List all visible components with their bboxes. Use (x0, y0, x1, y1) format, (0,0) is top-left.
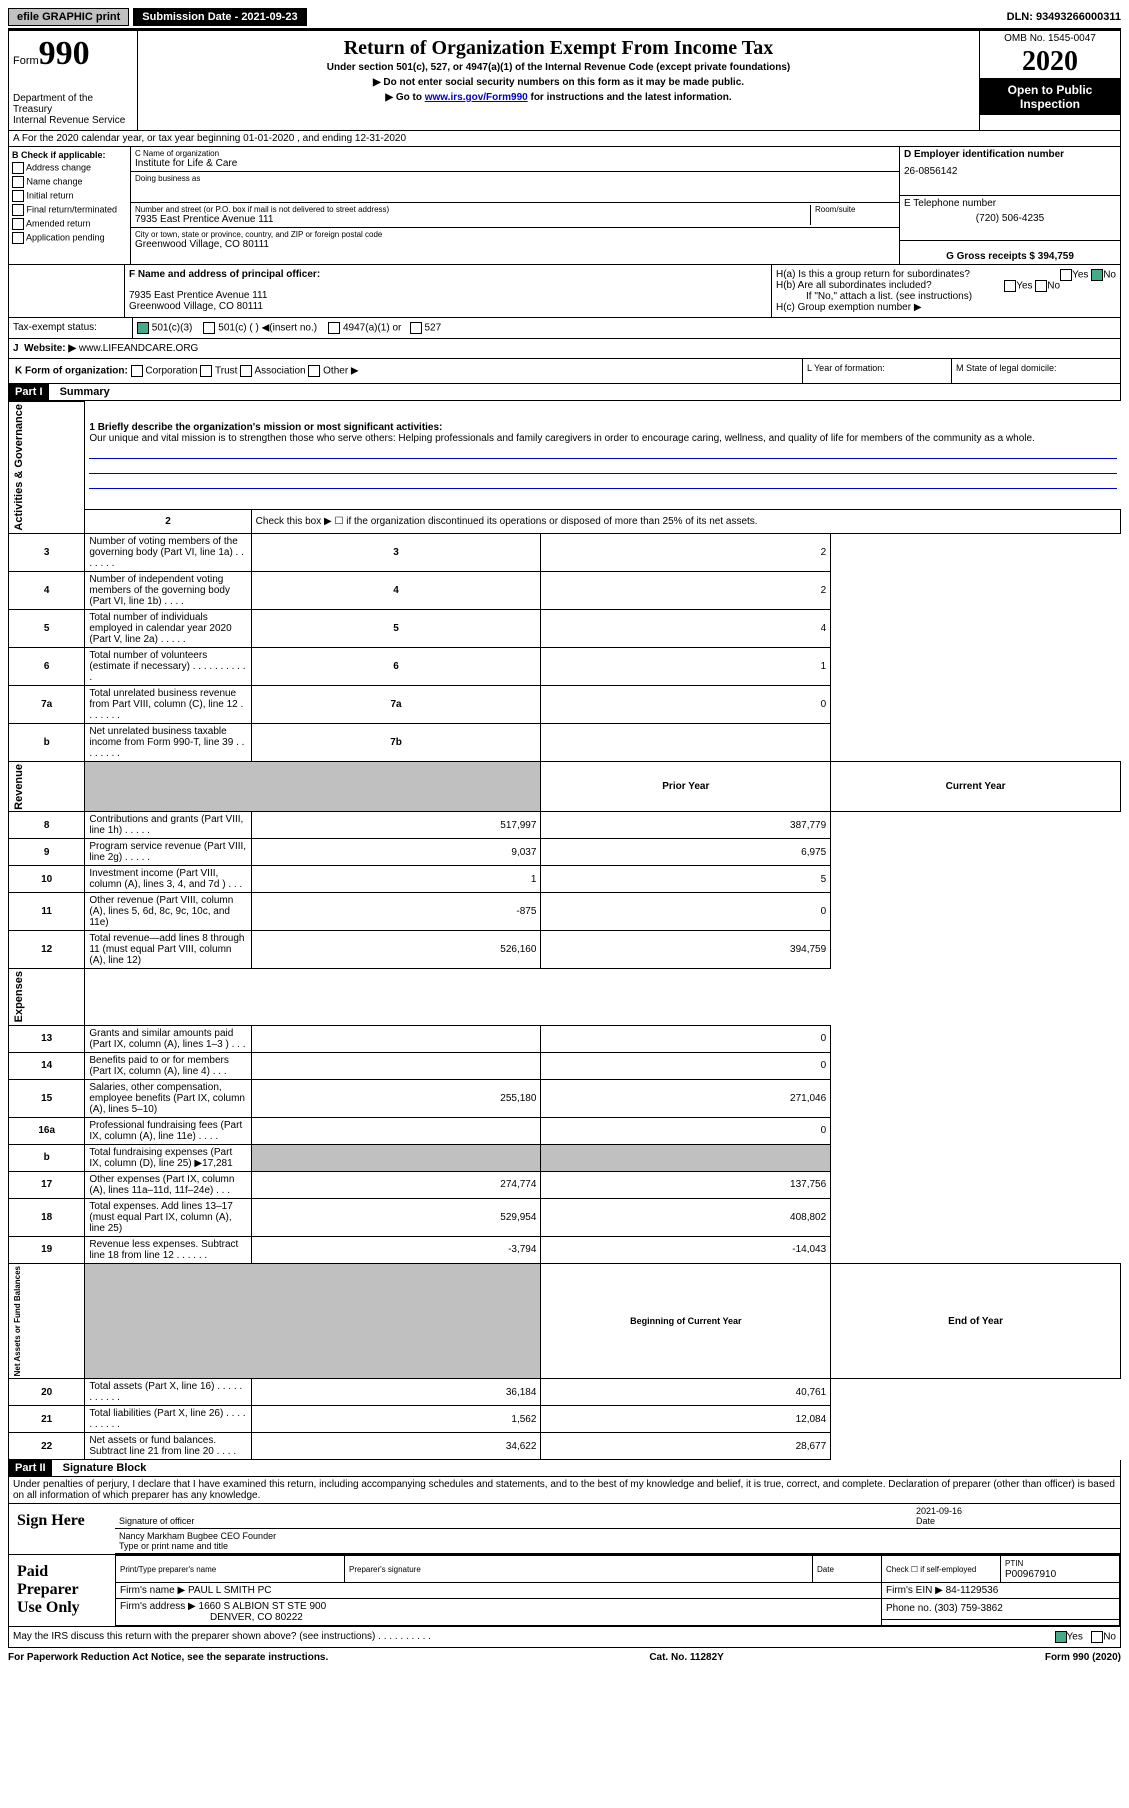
phone: (720) 506-4235 (904, 213, 1116, 224)
check-name: Name change (12, 176, 127, 188)
street-address: 7935 East Prentice Avenue 111 (135, 214, 810, 225)
city-label: City or town, state or province, country… (135, 230, 895, 239)
check-pending: Application pending (12, 232, 127, 244)
tax-year: 2020 (980, 46, 1120, 79)
declaration: Under penalties of perjury, I declare th… (8, 1477, 1121, 1504)
hc-label: H(c) Group exemption number ▶ (776, 302, 1116, 313)
room-label: Room/suite (815, 205, 895, 214)
efile-button[interactable]: efile GRAPHIC print (8, 8, 129, 26)
expenses-label: Expenses (13, 971, 25, 1022)
form-number: 990 (39, 35, 90, 72)
submission-date-button[interactable]: Submission Date - 2021-09-23 (133, 8, 306, 26)
d-label: D Employer identification number (904, 149, 1116, 160)
net-label: Net Assets or Fund Balances (13, 1266, 22, 1376)
page-footer: For Paperwork Reduction Act Notice, see … (8, 1648, 1121, 1663)
section-b: B Check if applicable: Address change Na… (9, 147, 131, 264)
officer-addr2: Greenwood Village, CO 80111 (129, 301, 767, 312)
part1-bar: Part I Summary (8, 384, 1121, 401)
klm-row: K Form of organization: Corporation Trus… (8, 359, 1121, 384)
website: www.LIFEANDCARE.ORG (79, 343, 198, 354)
g-receipts: G Gross receipts $ 394,759 (946, 251, 1074, 262)
top-bar: efile GRAPHIC print Submission Date - 20… (8, 8, 1121, 30)
l-label: L Year of formation: (802, 359, 951, 383)
entity-block: B Check if applicable: Address change Na… (8, 147, 1121, 265)
j-row: J Website: ▶ www.LIFEANDCARE.ORG (8, 339, 1121, 359)
subtitle-2: ▶ Do not enter social security numbers o… (142, 77, 975, 88)
hb-label: H(b) Are all subordinates included? (776, 280, 932, 291)
sign-here-label: Sign Here (9, 1504, 115, 1554)
ein: 26-0856142 (904, 166, 1116, 177)
mission-text: Our unique and vital mission is to stren… (89, 433, 1116, 444)
section-a: A For the 2020 calendar year, or tax yea… (8, 131, 1121, 147)
governance-label: Activities & Governance (13, 404, 25, 531)
form-label: Form (13, 55, 39, 67)
paperwork-notice: For Paperwork Reduction Act Notice, see … (8, 1652, 328, 1663)
form-header: Form990 Department of the Treasury Inter… (8, 30, 1121, 131)
c-name-label: C Name of organization (135, 149, 895, 158)
dept-label: Department of the Treasury (13, 93, 133, 115)
officer-addr1: 7935 East Prentice Avenue 111 (129, 290, 767, 301)
check-address: Address change (12, 162, 127, 174)
i-row: Tax-exempt status: 501(c)(3) 501(c) ( ) … (8, 318, 1121, 339)
i-label: Tax-exempt status: (9, 318, 133, 338)
city-state-zip: Greenwood Village, CO 80111 (135, 239, 895, 250)
subtitle-1: Under section 501(c), 527, or 4947(a)(1)… (142, 62, 975, 73)
check-amended: Amended return (12, 218, 127, 230)
firm-name: PAUL L SMITH PC (188, 1585, 272, 1596)
officer-name: Nancy Markham Bugbee CEO Founder (119, 1531, 276, 1541)
f-label: F Name and address of principal officer: (129, 269, 767, 280)
revenue-label: Revenue (13, 764, 25, 810)
sub3-pre: ▶ Go to (385, 92, 424, 103)
check-final: Final return/terminated (12, 204, 127, 216)
summary-table: Activities & Governance 1 Briefly descri… (8, 401, 1121, 1460)
discuss-row: May the IRS discuss this return with the… (8, 1627, 1121, 1648)
m-label: M State of legal domicile: (951, 359, 1120, 383)
dba-label: Doing business as (135, 174, 895, 183)
ha-label: H(a) Is this a group return for subordin… (776, 269, 970, 280)
part2-bar: Part II Signature Block (8, 1460, 1121, 1477)
fh-block: F Name and address of principal officer:… (8, 265, 1121, 318)
h-note: If "No," attach a list. (see instruction… (776, 291, 1116, 302)
form-title: Return of Organization Exempt From Incom… (144, 37, 973, 60)
addr-label: Number and street (or P.O. box if mail i… (135, 205, 810, 214)
signature-block: Sign Here Signature of officer 2021-09-1… (8, 1504, 1121, 1555)
preparer-block: Paid Preparer Use Only Print/Type prepar… (8, 1555, 1121, 1627)
e-label: E Telephone number (904, 198, 1116, 209)
paid-preparer-label: Paid Preparer Use Only (9, 1555, 115, 1626)
form-version: Form 990 (2020) (1045, 1652, 1121, 1663)
open-inspection: Open to Public Inspection (980, 79, 1120, 115)
check-initial: Initial return (12, 190, 127, 202)
omb-number: OMB No. 1545-0047 (980, 31, 1120, 46)
dln-text: DLN: 93493266000311 (1007, 11, 1121, 23)
b-label: B Check if applicable: (12, 150, 127, 160)
org-name: Institute for Life & Care (135, 158, 895, 169)
irs-label: Internal Revenue Service (13, 115, 133, 126)
sub3-post: for instructions and the latest informat… (528, 92, 732, 103)
instructions-link[interactable]: www.irs.gov/Form990 (425, 92, 528, 103)
catalog-number: Cat. No. 11282Y (649, 1652, 723, 1663)
